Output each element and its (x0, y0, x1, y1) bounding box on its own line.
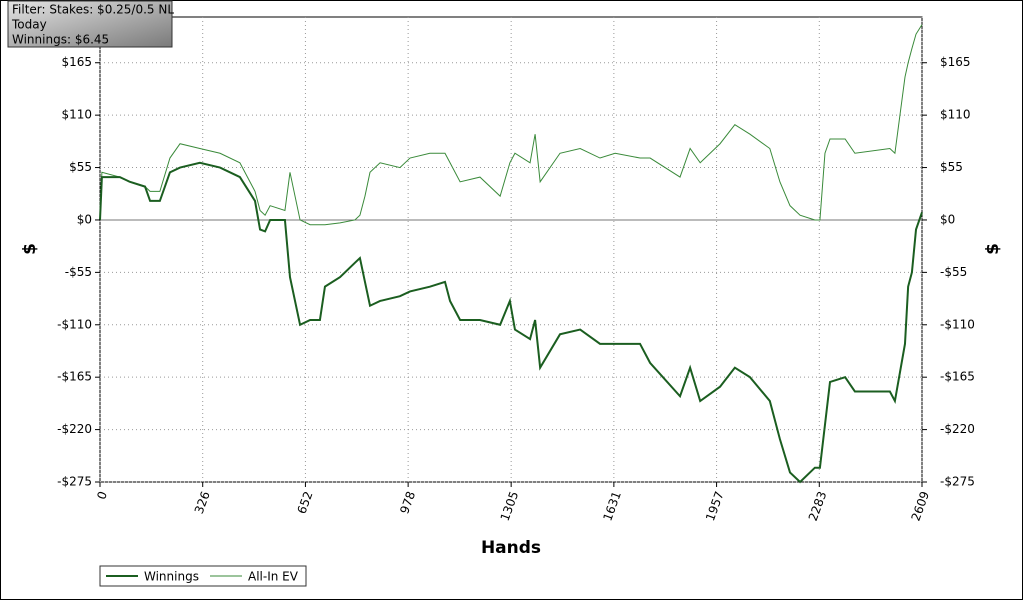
y2-tick-label: -$275 (940, 475, 975, 489)
y2-tick-label: -$55 (940, 265, 967, 279)
y-tick-label: $55 (69, 160, 92, 174)
y-axis-label: $ (20, 243, 40, 255)
info-box (7, 0, 173, 48)
y2-tick-label: -$165 (940, 370, 975, 384)
y2-tick-label: $55 (940, 160, 963, 174)
legend-label: All-In EV (248, 570, 299, 584)
y-tick-label: $165 (61, 55, 92, 69)
x-axis-label: Hands (481, 538, 541, 558)
y-tick-label: $0 (77, 212, 92, 226)
y-tick-label: $110 (61, 108, 92, 122)
y-tick-label: -$165 (57, 370, 92, 384)
y2-tick-label: $165 (940, 55, 971, 69)
legend-label: Winnings (144, 570, 199, 584)
info-line: Filter: Stakes: $0.25/0.5 NL (12, 3, 174, 17)
y-tick-label: -$275 (57, 475, 92, 489)
legend (99, 565, 307, 587)
y2-axis-label: $ (983, 243, 1003, 255)
y-tick-label: -$110 (57, 317, 92, 331)
y2-tick-label: -$110 (940, 317, 975, 331)
y2-tick-label: -$220 (940, 422, 975, 436)
series-line (99, 161, 923, 484)
y2-tick-label: $110 (940, 108, 971, 122)
info-line: Winnings: $6.45 (12, 33, 109, 47)
y-tick-label: -$55 (65, 265, 92, 279)
series-line (99, 24, 923, 226)
x-tick-label: 0 (94, 489, 110, 501)
y2-tick-label: $0 (940, 212, 955, 226)
y-tick-label: -$220 (57, 422, 92, 436)
info-line: Today (11, 18, 47, 32)
